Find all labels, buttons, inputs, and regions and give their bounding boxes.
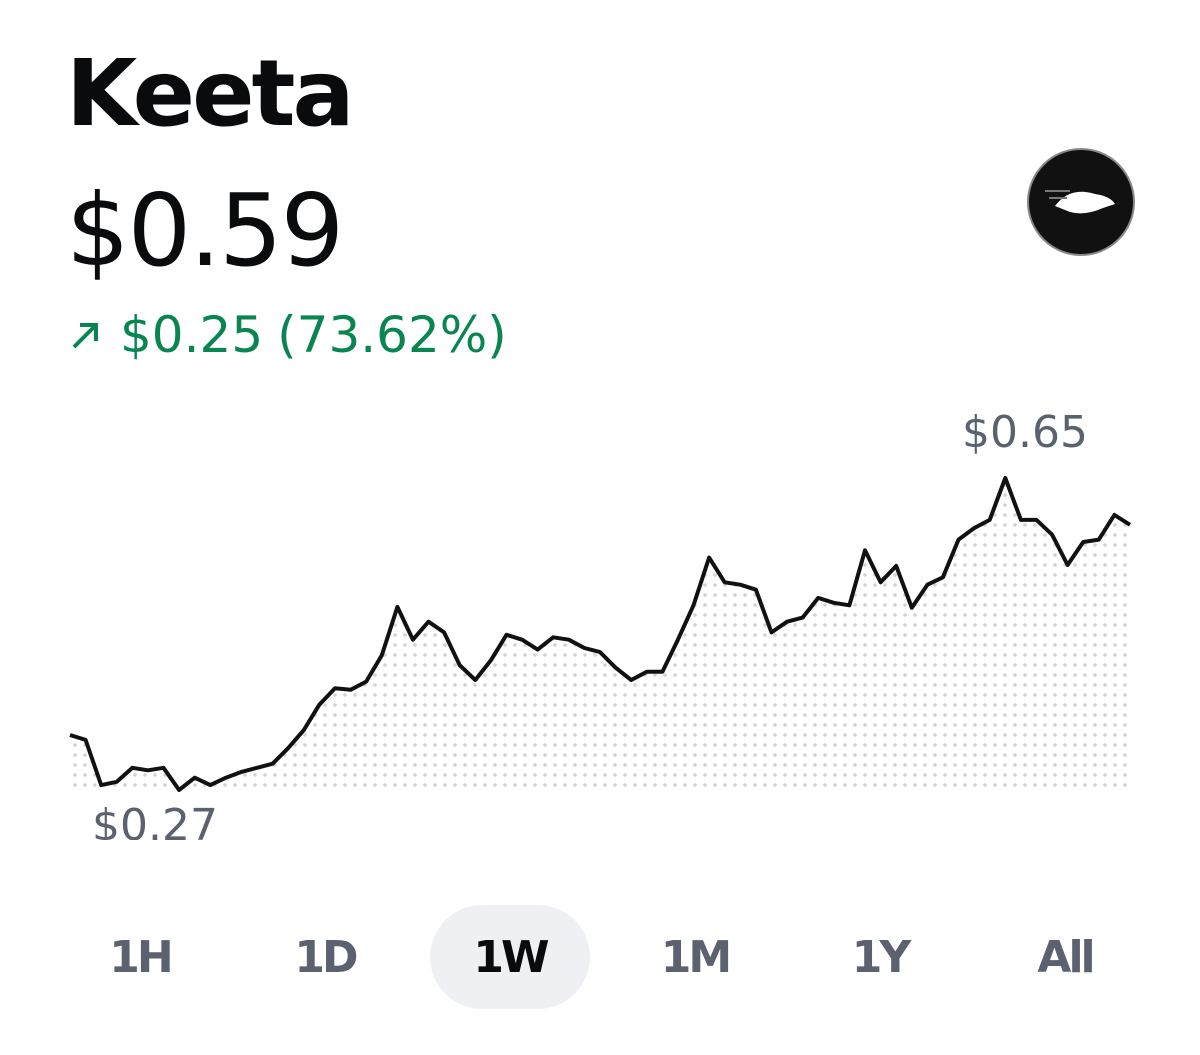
range-button[interactable]: All: [1037, 931, 1095, 983]
price-line: [69, 476, 1132, 792]
range-selector: 1H 1D 1W 1M 1Y All: [50, 905, 1150, 1009]
asset-title: Keeta: [66, 40, 355, 147]
range-button[interactable]: 1M: [660, 931, 732, 983]
range-button[interactable]: 1D: [294, 931, 358, 983]
price: $0.59: [66, 172, 344, 289]
price-change: $0.25 (73.62%): [66, 306, 507, 364]
price-chart: $0.65 $0.27: [69, 407, 1132, 840]
range-button[interactable]: 1H: [109, 931, 173, 983]
change-percent: (73.62%): [277, 306, 507, 364]
area-fill: [70, 478, 1130, 790]
high-label: $0.65: [962, 407, 1088, 458]
range-button[interactable]: 1W: [430, 905, 590, 1009]
up-arrow-icon: [72, 323, 98, 349]
range-button[interactable]: 1Y: [851, 931, 911, 983]
change-amount: $0.25: [120, 306, 264, 364]
asset-logo: [1027, 148, 1135, 256]
low-label: $0.27: [92, 800, 218, 840]
